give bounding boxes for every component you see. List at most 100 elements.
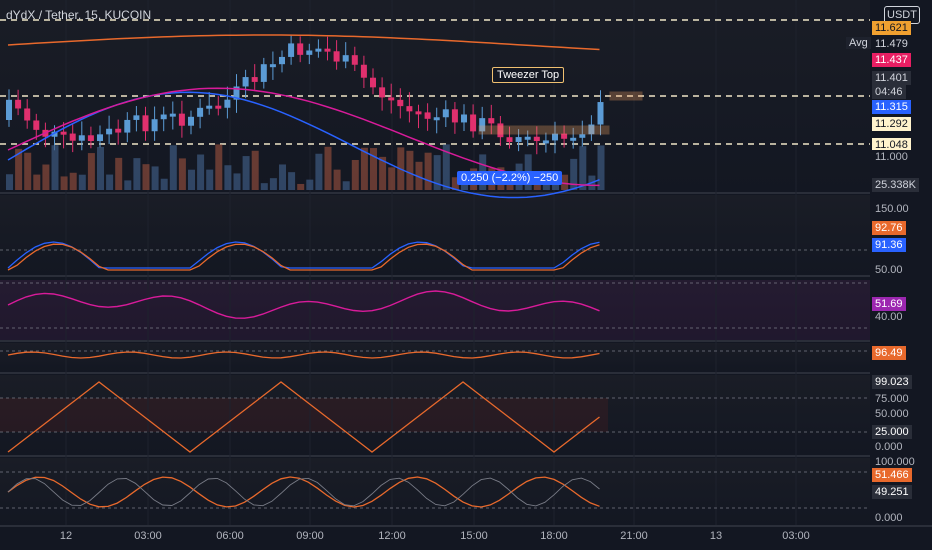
volume-bar <box>579 146 587 190</box>
time-axis-label: 18:00 <box>540 530 568 542</box>
volume-bar <box>552 182 559 190</box>
volume-bar <box>42 164 50 190</box>
candle-body <box>306 50 313 55</box>
volume-bar <box>269 178 277 190</box>
volume-bar <box>406 150 414 190</box>
indicator-value: 51.69 <box>872 297 906 311</box>
axis-tick: 150.00 <box>875 203 909 215</box>
candle-body <box>488 118 495 124</box>
candle-body <box>397 99 404 107</box>
lower-line-2 <box>7 477 600 507</box>
candle-body <box>388 97 395 101</box>
time-axis-label: 21:00 <box>620 530 648 542</box>
volume-bar <box>542 182 550 190</box>
time-axis-label: 06:00 <box>216 530 244 542</box>
volume-bar <box>342 181 350 190</box>
volume-bar <box>415 161 423 190</box>
stoch-k-line <box>7 241 600 269</box>
pct-band <box>0 398 608 432</box>
indicator-value: 91.36 <box>872 238 906 252</box>
candle-body <box>124 119 131 133</box>
volume-bar <box>15 148 23 190</box>
volume-bar <box>97 146 104 190</box>
candle-body <box>570 137 577 141</box>
candle-body <box>142 115 149 132</box>
volume-bar <box>215 144 223 190</box>
time-axis-label: 03:00 <box>782 530 810 542</box>
volume-bar <box>233 173 241 190</box>
candle-body <box>379 87 386 98</box>
candle-body <box>351 55 358 65</box>
candle-body <box>178 113 185 126</box>
candle-body <box>251 77 258 82</box>
candle-body <box>33 120 40 130</box>
zone-box <box>609 91 643 101</box>
volume-bar <box>242 156 250 190</box>
candle-body <box>197 107 204 117</box>
candle-body <box>288 43 295 57</box>
candle-body <box>106 128 113 135</box>
price-label: 11.048 <box>872 138 911 152</box>
volume-bar <box>260 183 268 190</box>
axis-tick: 50.000 <box>875 408 909 420</box>
volume-bar <box>87 153 95 190</box>
candle-body <box>269 64 276 68</box>
candle-body <box>233 86 240 100</box>
volume-bar <box>388 167 396 190</box>
candle-body <box>461 114 467 123</box>
candle-body <box>224 99 231 108</box>
volume-bar <box>60 176 68 190</box>
indicator-value: 96.49 <box>872 346 906 360</box>
indicator-value: 99.023 <box>872 375 912 389</box>
zone-box <box>478 125 610 135</box>
axis-tick: 40.00 <box>875 311 903 323</box>
volume-bar <box>288 172 296 190</box>
candle-body <box>324 48 331 52</box>
price-label: 11.000 <box>872 150 911 164</box>
volume-bar <box>115 157 123 190</box>
candle-body <box>115 128 122 133</box>
time-axis-label: 12 <box>59 530 73 542</box>
volume-bar <box>297 183 305 190</box>
candle-body <box>160 114 167 120</box>
candle-body <box>151 119 158 132</box>
volume-bar <box>24 152 32 190</box>
candle-body <box>370 77 376 88</box>
candle-body <box>78 135 85 141</box>
volume-bar <box>360 147 368 190</box>
candle-body <box>242 77 249 87</box>
candle-body <box>260 64 267 82</box>
time-axis-label: 15:00 <box>460 530 488 542</box>
volume-bar <box>333 169 341 190</box>
candle-body <box>515 137 522 142</box>
price-label: 11.621 <box>872 21 911 35</box>
price-label: 11.401 <box>872 71 911 85</box>
avg-label: Avg <box>846 37 871 49</box>
candle-body <box>279 56 285 65</box>
candle-body <box>524 136 531 140</box>
volume-bar <box>151 166 159 190</box>
candle-body <box>360 64 367 78</box>
volume-bar <box>197 154 205 190</box>
candle-body <box>533 136 540 142</box>
time-axis-label: 09:00 <box>296 530 324 542</box>
pct-line <box>7 381 600 453</box>
volume-bar <box>251 150 259 190</box>
candle-body <box>470 114 477 132</box>
pane-bg <box>0 280 870 340</box>
candle-body <box>6 99 12 120</box>
axis-tick: 100.000 <box>875 456 915 468</box>
price-label: 25.338K <box>872 178 919 192</box>
candle-body <box>97 134 103 142</box>
currency-button[interactable]: USDT <box>884 6 920 24</box>
candle-body <box>24 108 31 121</box>
pane-bg <box>0 195 870 275</box>
time-axis-label: 03:00 <box>134 530 162 542</box>
volume-bar <box>461 183 468 190</box>
volume-bar <box>124 180 132 190</box>
volume-bar <box>178 158 186 190</box>
candle-body <box>561 133 568 139</box>
candle-body <box>542 140 549 144</box>
volume-bar <box>279 164 286 190</box>
